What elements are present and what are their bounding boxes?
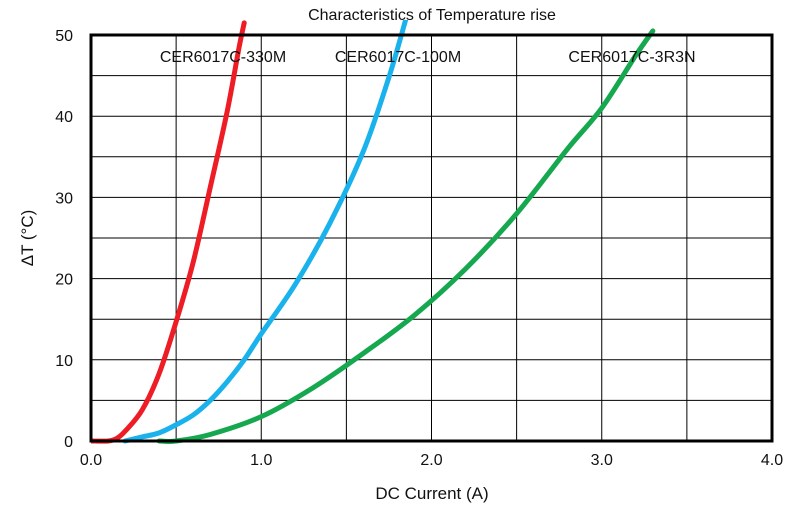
series-line-2: [156, 28, 656, 444]
y-tick-label-5: 50: [55, 28, 73, 45]
plot-frame: [89, 33, 774, 443]
series-group-2: [156, 28, 656, 444]
y-axis-label: ΔT (°C): [18, 210, 37, 267]
series-labels: CER6017C-330M CER6017C-100M CER6017C-3R3N: [160, 49, 696, 66]
series-label-0: CER6017C-330M: [160, 49, 286, 66]
x-axis-label: DC Current (A): [375, 484, 488, 503]
chart-title: Characteristics of Temperature rise: [308, 7, 556, 24]
x-tick-label-0: 0.0: [80, 452, 102, 469]
series-group-1: [122, 20, 409, 444]
y-tick-label-1: 10: [55, 353, 73, 370]
series-group-0: [91, 20, 247, 444]
axis-ticks: 0.0 1.0 2.0 3.0 4.0 0 10 20 30 40 50: [55, 28, 783, 469]
y-tick-label-4: 40: [55, 109, 73, 126]
y-tick-label-0: 0: [64, 434, 73, 451]
grid: [91, 35, 772, 441]
series-line-0: [91, 20, 247, 444]
x-tick-label-2: 2.0: [420, 452, 442, 469]
series-label-2: CER6017C-3R3N: [568, 49, 695, 66]
y-tick-label-2: 20: [55, 272, 73, 289]
series-label-1: CER6017C-100M: [335, 49, 461, 66]
x-tick-label-3: 3.0: [591, 452, 613, 469]
y-tick-label-3: 30: [55, 190, 73, 207]
plot-series: [91, 20, 656, 444]
x-tick-label-4: 4.0: [761, 452, 783, 469]
x-tick-label-1: 1.0: [250, 452, 272, 469]
series-line-1: [122, 20, 409, 444]
